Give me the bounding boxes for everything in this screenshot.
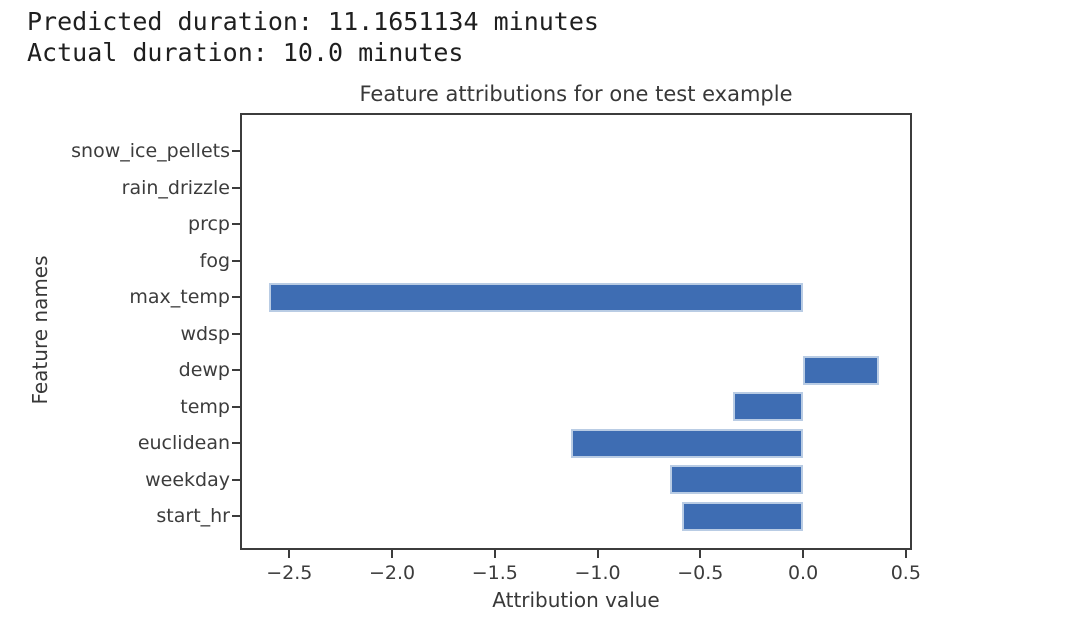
y-tick-prcp xyxy=(232,223,240,225)
x-tick-0.0 xyxy=(802,550,805,558)
x-tick-−2.0 xyxy=(391,550,394,558)
actual-duration-text: Actual duration: 10.0 minutes xyxy=(27,38,464,67)
x-tick-0.5 xyxy=(904,550,907,558)
y-tick-label-dewp: dewp xyxy=(178,359,230,381)
y-tick-label-snow_ice_pellets: snow_ice_pellets xyxy=(71,140,230,162)
y-tick-snow_ice_pellets xyxy=(232,150,240,152)
y-tick-label-wdsp: wdsp xyxy=(180,322,230,345)
bar-euclidean xyxy=(570,428,804,458)
x-tick-−2.5 xyxy=(288,550,291,558)
y-tick-label-start_hr: start_hr xyxy=(156,505,230,527)
y-tick-label-fog: fog xyxy=(199,249,230,272)
y-tick-dewp xyxy=(232,369,240,371)
bar-weekday xyxy=(669,465,804,494)
bar-temp xyxy=(733,392,804,421)
y-tick-label-rain_drizzle: rain_drizzle xyxy=(121,176,230,199)
x-axis-label: Attribution value xyxy=(492,588,660,612)
y-tick-temp xyxy=(232,405,240,408)
y-tick-weekday xyxy=(232,478,240,481)
y-tick-label-weekday: weekday xyxy=(145,468,230,491)
x-tick-label-−1.0: −1.0 xyxy=(574,562,621,584)
y-tick-label-max_temp: max_temp xyxy=(129,286,230,308)
x-tick-label-0.0: 0.0 xyxy=(787,562,819,584)
x-tick-label-−2.5: −2.5 xyxy=(266,562,313,584)
y-tick-label-prcp: prcp xyxy=(188,213,230,235)
bar-dewp xyxy=(803,355,880,385)
y-tick-label-euclidean: euclidean xyxy=(137,432,230,454)
y-tick-start_hr xyxy=(232,515,240,517)
bar-max_temp xyxy=(268,282,804,312)
x-tick-−1.0 xyxy=(596,550,599,558)
x-tick-label-0.5: 0.5 xyxy=(890,562,921,584)
x-tick-label-−1.5: −1.5 xyxy=(471,562,518,584)
x-tick-−0.5 xyxy=(699,550,702,558)
y-tick-max_temp xyxy=(232,296,240,298)
y-tick-wdsp xyxy=(232,332,240,335)
y-tick-fog xyxy=(232,259,240,262)
y-tick-rain_drizzle xyxy=(232,186,240,189)
y-tick-label-temp: temp xyxy=(180,395,230,418)
x-tick-−1.5 xyxy=(493,550,496,558)
chart-title: Feature attributions for one test exampl… xyxy=(359,82,793,106)
x-tick-label-−2.0: −2.0 xyxy=(368,562,416,584)
x-tick-label-−0.5: −0.5 xyxy=(677,562,724,584)
predicted-duration-text: Predicted duration: 11.1651134 minutes xyxy=(27,7,599,36)
plot-area xyxy=(240,113,912,550)
bar-start_hr xyxy=(681,501,804,531)
y-tick-euclidean xyxy=(232,442,240,444)
